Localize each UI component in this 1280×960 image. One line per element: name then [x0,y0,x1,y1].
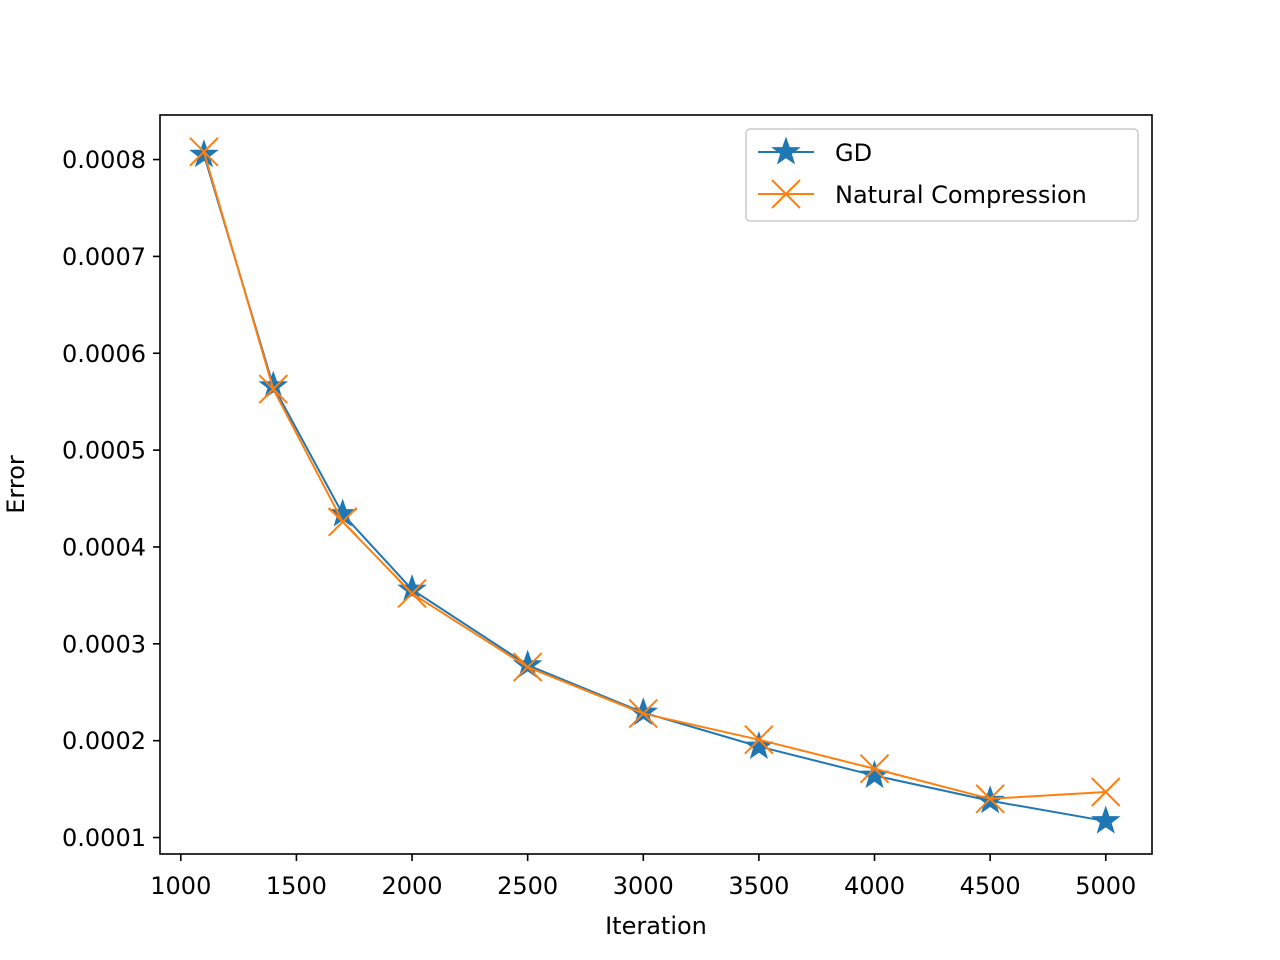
y-tick-label: 0.0008 [62,146,146,174]
legend-item: Natural Compression [758,179,1087,209]
data-point [628,698,658,729]
x-tick-label: 1500 [266,872,327,900]
data-point [258,370,289,399]
series-line [202,151,1106,800]
legend-marker [771,136,801,165]
data-point [397,578,427,609]
y-axis: 0.0001 0.0002 0.0003 0.0004 0.0005 0.0006 0.00… [62,146,160,852]
data-point [1091,777,1121,807]
legend-label: Natural Compression [835,181,1087,209]
y-tick-label: 0.0005 [62,437,146,465]
y-tick-label: 0.0003 [62,630,146,658]
plot-area [160,115,1152,854]
y-tick-label: 0.0001 [62,824,146,852]
legend-marker [771,179,801,209]
legend: GD Natural Compression [745,128,1139,222]
x-tick-label: 4500 [960,872,1021,900]
x-axis: 1000 1500 2000 2500 3000 3500 4000 4500 5000 [150,854,1136,900]
x-tick-label: 2500 [497,872,558,900]
y-tick-label: 0.0006 [62,340,146,368]
x-tick-label: 4000 [844,872,905,900]
x-tick-label: 5000 [1075,872,1136,900]
y-axis-label: Error [2,455,30,514]
x-tick-label: 3500 [728,872,789,900]
data-point [258,374,289,404]
series-natural-compression [189,137,1121,814]
series-line [202,154,1106,823]
data-point [628,697,659,726]
data-point [327,507,358,537]
x-axis-label: Iteration [605,912,707,940]
legend-item: GD [758,136,872,167]
data-point [189,137,219,167]
x-tick-label: 1000 [150,872,211,900]
x-tick-label: 2000 [382,872,443,900]
data-point [1090,805,1121,834]
series-layer [189,137,1121,834]
data-point [744,725,774,755]
x-tick-label: 3000 [613,872,674,900]
data-point [397,574,427,603]
y-tick-label: 0.0007 [62,243,146,271]
y-tick-label: 0.0002 [62,727,146,755]
data-point [975,784,1005,814]
data-point [512,652,543,682]
data-point [859,754,890,784]
y-tick-label: 0.0004 [62,533,146,561]
legend-label: GD [835,139,872,167]
plot-frame [159,114,1153,855]
legend-box [745,128,1139,222]
